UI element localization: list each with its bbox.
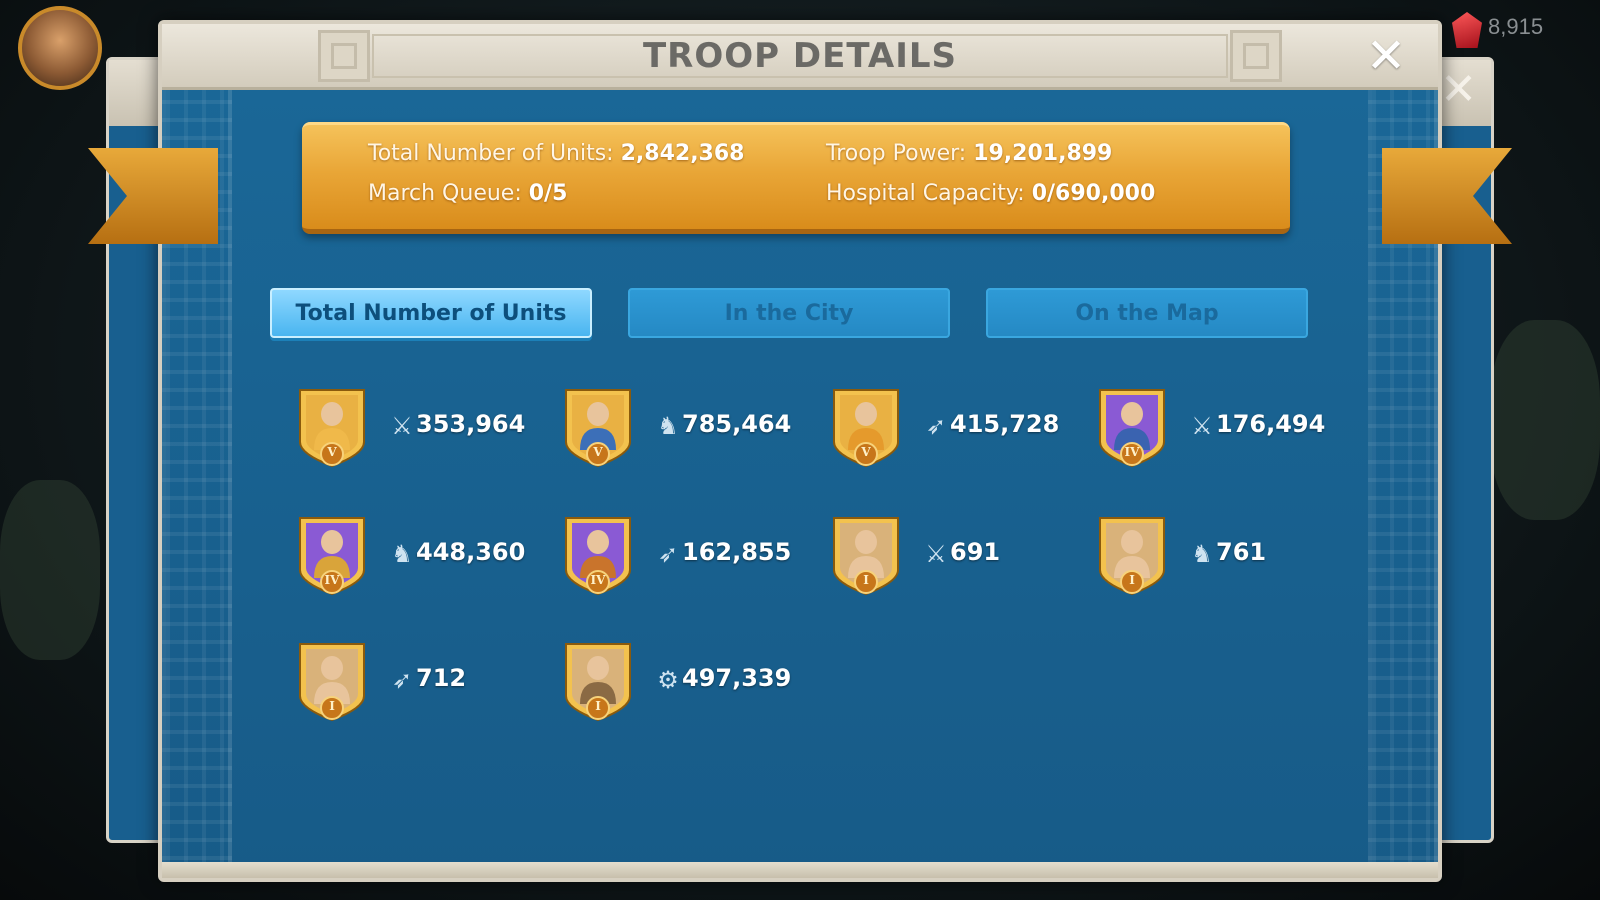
meander-ornament-icon <box>1230 30 1282 82</box>
gem-icon <box>1452 12 1482 48</box>
bow-icon: ➶ <box>391 666 413 694</box>
tier-label: I <box>595 699 601 713</box>
troop-power-label: Troop Power: <box>826 141 967 166</box>
dialog-title: TROOP DETAILS <box>642 36 958 76</box>
dialog-header: TROOP DETAILS ✕ <box>162 24 1438 90</box>
hospital-capacity-label: Hospital Capacity: <box>826 181 1025 206</box>
tier-label: I <box>863 573 869 587</box>
troop-entry[interactable]: I ♞ 761 <box>1096 512 1346 602</box>
tier-label: I <box>329 699 335 713</box>
tab-on-the-map[interactable]: On the Map <box>986 288 1308 338</box>
troop-entry[interactable]: IV ➶ 162,855 <box>562 512 812 602</box>
sword-icon: ⚔ <box>925 540 947 568</box>
tab-in-the-city[interactable]: In the City <box>628 288 950 338</box>
troop-entry[interactable]: I ➶ 712 <box>296 638 546 728</box>
troop-portrait[interactable]: V <box>296 384 368 470</box>
troop-count: 415,728 <box>950 410 1060 438</box>
bow-icon: ➶ <box>657 540 679 568</box>
troop-power-stat: Troop Power: 19,201,899 <box>826 141 1112 166</box>
troop-details-dialog: TROOP DETAILS ✕ Total Number of Units: 2… <box>88 20 1512 882</box>
troop-entry[interactable]: V ♞ 785,464 <box>562 384 812 474</box>
troop-entry[interactable]: IV ⚔ 176,494 <box>1096 384 1346 474</box>
horse-icon: ♞ <box>391 540 413 568</box>
total-units-value: 2,842,368 <box>620 141 745 166</box>
tier-label: IV <box>1124 445 1140 459</box>
hospital-capacity-value: 0/690,000 <box>1031 181 1156 206</box>
total-units-label: Total Number of Units: <box>368 141 614 166</box>
tier-label: IV <box>324 573 340 587</box>
troop-count: 162,855 <box>682 538 792 566</box>
meander-ornament-icon <box>318 30 370 82</box>
tier-label: V <box>861 445 871 459</box>
bow-icon: ➶ <box>925 412 947 440</box>
tier-label: V <box>593 445 603 459</box>
march-queue-stat: March Queue: 0/5 <box>368 181 567 206</box>
dialog-bottom-strip <box>162 862 1438 878</box>
horse-icon: ♞ <box>657 412 679 440</box>
tier-label: V <box>327 445 337 459</box>
background-scenery <box>0 480 100 660</box>
troop-portrait[interactable]: IV <box>1096 384 1168 470</box>
troop-portrait[interactable]: I <box>562 638 634 724</box>
tier-label: I <box>1129 573 1135 587</box>
catapult-icon: ⚙ <box>657 666 679 694</box>
troop-portrait[interactable]: IV <box>562 512 634 598</box>
march-queue-label: March Queue: <box>368 181 522 206</box>
march-queue-value: 0/5 <box>528 181 568 206</box>
troop-entry[interactable]: IV ♞ 448,360 <box>296 512 546 602</box>
troop-portrait[interactable]: V <box>562 384 634 470</box>
troop-count: 785,464 <box>682 410 792 438</box>
troop-entry[interactable]: I ⚙ 497,339 <box>562 638 812 728</box>
tab-total-units[interactable]: Total Number of Units <box>270 288 592 338</box>
sword-icon: ⚔ <box>391 412 413 440</box>
summary-ribbon: Total Number of Units: 2,842,368 March Q… <box>302 122 1290 234</box>
background-close-icon[interactable]: ✕ <box>1440 64 1477 115</box>
troop-count: 353,964 <box>416 410 526 438</box>
troop-portrait[interactable]: IV <box>296 512 368 598</box>
troop-count: 691 <box>950 538 1001 566</box>
background-scenery <box>1490 320 1600 520</box>
header-frame <box>372 34 1228 78</box>
total-units-stat: Total Number of Units: 2,842,368 <box>368 141 744 166</box>
troop-entry[interactable]: V ⚔ 353,964 <box>296 384 546 474</box>
troop-portrait[interactable]: I <box>830 512 902 598</box>
troop-power-value: 19,201,899 <box>973 141 1113 166</box>
hospital-capacity-stat: Hospital Capacity: 0/690,000 <box>826 181 1155 206</box>
sword-icon: ⚔ <box>1191 412 1213 440</box>
troop-count: 712 <box>416 664 467 692</box>
troop-count: 176,494 <box>1216 410 1326 438</box>
troop-count: 497,339 <box>682 664 792 692</box>
troop-entry[interactable]: V ➶ 415,728 <box>830 384 1080 474</box>
troop-count: 761 <box>1216 538 1267 566</box>
gem-count: 8,915 <box>1488 14 1544 39</box>
troop-entry[interactable]: I ⚔ 691 <box>830 512 1080 602</box>
troop-portrait[interactable]: I <box>296 638 368 724</box>
horse-icon: ♞ <box>1191 540 1213 568</box>
tier-label: IV <box>590 573 606 587</box>
close-button[interactable]: ✕ <box>1365 28 1407 84</box>
troop-portrait[interactable]: I <box>1096 512 1168 598</box>
troop-portrait[interactable]: V <box>830 384 902 470</box>
player-avatar[interactable] <box>18 6 102 90</box>
troop-count: 448,360 <box>416 538 526 566</box>
